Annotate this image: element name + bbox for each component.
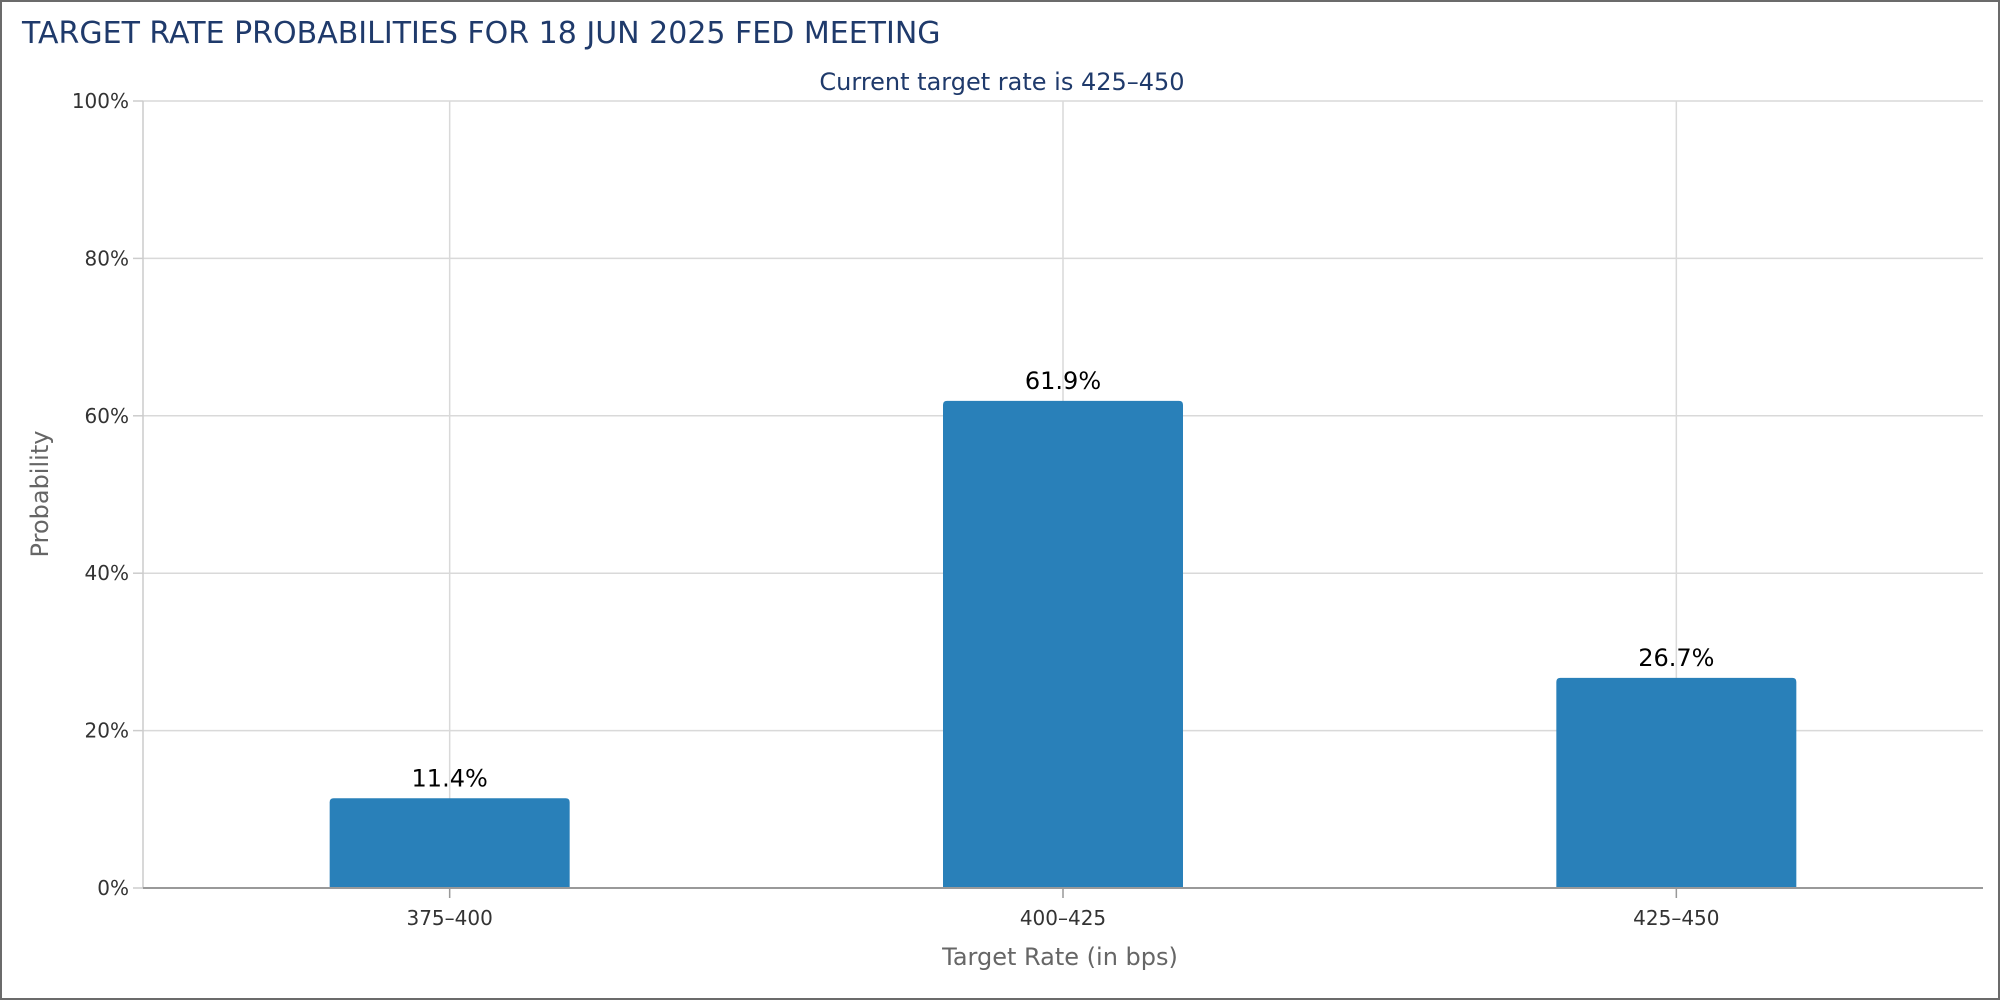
- axis-layer: 0% 20% 40% 60% 80% 100% 375–400 400–425 425–450: [72, 89, 1983, 930]
- bar-425-450[interactable]: [1556, 677, 1797, 888]
- x-tick-label: 400–425: [1020, 906, 1106, 930]
- y-tick-label: 40%: [85, 561, 129, 585]
- x-tick-label: 425–450: [1633, 906, 1719, 930]
- y-axis-title: Probability: [26, 431, 54, 558]
- label-layer: 11.4% 61.9% 26.7%: [412, 367, 1715, 792]
- bar-layer: [329, 400, 1797, 888]
- y-tick-label: 20%: [85, 719, 129, 743]
- x-tick-label: 375–400: [406, 906, 492, 930]
- data-label: 11.4%: [412, 764, 488, 792]
- y-tick-label: 0%: [97, 876, 129, 900]
- chart-subtitle: Current target rate is 425–450: [819, 68, 1185, 96]
- data-label: 61.9%: [1025, 367, 1101, 395]
- x-axis-title: Target Rate (in bps): [941, 943, 1178, 971]
- y-tick-label: 100%: [72, 89, 129, 113]
- data-label: 26.7%: [1638, 644, 1714, 672]
- chart-title: TARGET RATE PROBABILITIES FOR 18 JUN 202…: [22, 16, 941, 51]
- bar-400-425[interactable]: [943, 400, 1183, 888]
- bar-375-400[interactable]: [329, 798, 570, 888]
- y-tick-label: 60%: [85, 404, 129, 428]
- y-tick-label: 80%: [85, 246, 129, 270]
